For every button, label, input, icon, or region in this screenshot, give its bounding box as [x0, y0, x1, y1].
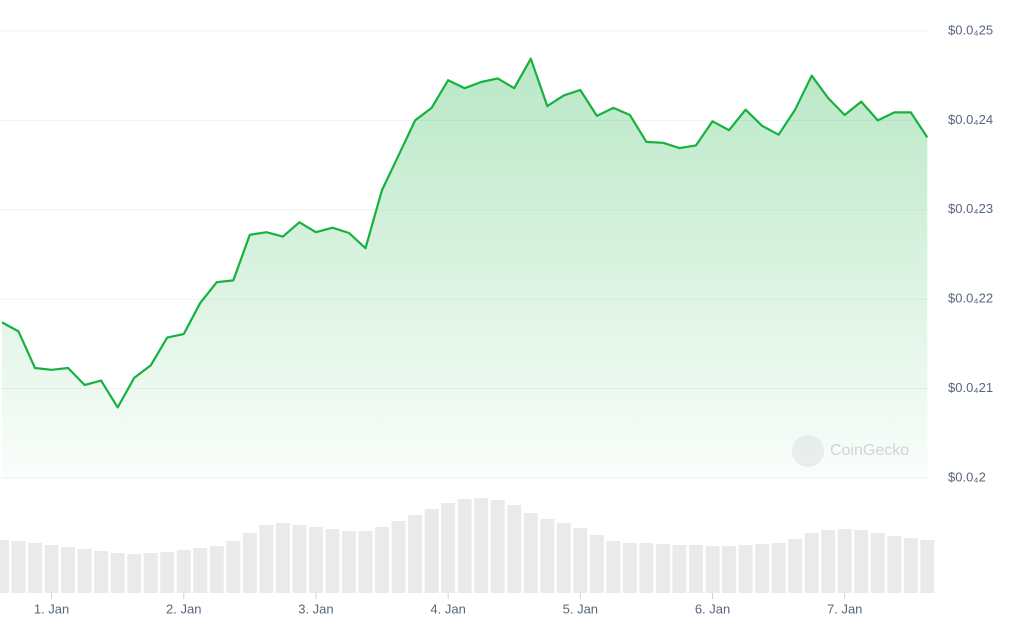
y-tick-label: $0.0₄24 — [948, 112, 993, 127]
volume-bar — [639, 543, 654, 593]
volume-bar — [474, 498, 489, 593]
volume-bar — [341, 531, 356, 593]
y-tick-label: $0.0₄22 — [948, 291, 993, 306]
volume-bar — [705, 546, 720, 593]
volume-bar — [837, 529, 852, 593]
volume-bar — [672, 545, 687, 593]
volume-bar — [507, 505, 522, 593]
volume-bar — [540, 519, 555, 593]
volume-bar — [722, 546, 737, 593]
x-tick-label: 1. Jan — [34, 601, 69, 616]
volume-bar — [143, 553, 158, 593]
volume-bar — [573, 528, 588, 593]
volume-bar — [193, 548, 208, 593]
x-tick-label: 4. Jan — [430, 601, 465, 616]
volume-bar — [94, 551, 109, 593]
x-tick-label: 7. Jan — [827, 601, 862, 616]
volume-bar — [854, 530, 869, 593]
volume-bar — [242, 533, 257, 593]
volume-bar — [375, 527, 390, 593]
volume-bar — [887, 536, 902, 593]
volume-bar — [259, 525, 274, 593]
y-tick-label: $0.0₄23 — [948, 201, 993, 216]
volume-bar — [160, 552, 175, 593]
volume-bar — [408, 515, 423, 593]
y-tick-label: $0.0₄25 — [948, 22, 993, 37]
x-tick-label: 6. Jan — [695, 601, 730, 616]
volume-bar — [920, 540, 935, 593]
volume-bar — [788, 539, 803, 593]
price-area — [1, 58, 928, 478]
volume-bar — [391, 521, 406, 593]
volume-bar — [589, 535, 604, 593]
volume-bar — [325, 529, 340, 593]
volume-bar — [689, 545, 703, 593]
volume-bar — [606, 541, 621, 593]
watermark-text: CoinGecko — [830, 442, 909, 459]
volume-bar — [457, 499, 472, 593]
volume-bar — [226, 541, 241, 593]
watermark-logo — [792, 435, 824, 467]
volume-bar — [771, 543, 786, 593]
volume-bar — [308, 527, 323, 593]
volume-bar — [28, 543, 43, 593]
volume-bar — [176, 550, 191, 593]
volume-bar — [622, 543, 637, 593]
volume-bar — [61, 547, 76, 593]
volume-bar — [358, 531, 373, 593]
volume-bar — [77, 549, 92, 593]
volume-bar — [556, 523, 571, 593]
volume-bar — [490, 500, 505, 593]
volume-bar — [209, 546, 224, 593]
volume-bar — [0, 540, 9, 593]
x-tick-label: 3. Jan — [298, 601, 333, 616]
volume-bar — [11, 541, 26, 593]
volume-bar — [821, 530, 836, 593]
volume-bar — [110, 553, 125, 593]
y-tick-label: $0.0₄21 — [948, 380, 993, 395]
volume-bar — [292, 525, 307, 593]
x-tick-label: 2. Jan — [166, 601, 201, 616]
volume-bar — [903, 538, 918, 593]
volume-bar — [44, 545, 59, 593]
volume-bar — [804, 533, 819, 593]
watermark: CoinGecko — [792, 435, 909, 467]
volume-bar — [441, 503, 456, 593]
price-line — [1, 57, 929, 409]
volume-bar — [870, 533, 885, 593]
volume-bar — [275, 523, 290, 593]
y-tick-label: $0.0₄2 — [948, 469, 986, 484]
volume-bar — [738, 545, 753, 593]
volume-bar — [424, 509, 439, 593]
volume-bar — [523, 513, 538, 593]
volume-bar — [655, 544, 670, 593]
x-tick-label: 5. Jan — [563, 601, 598, 616]
volume-bar — [127, 554, 142, 593]
volume-bar — [755, 544, 770, 593]
